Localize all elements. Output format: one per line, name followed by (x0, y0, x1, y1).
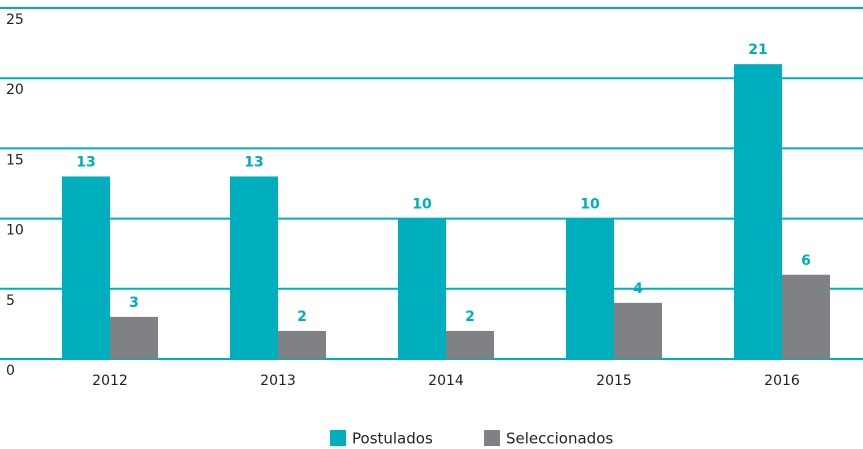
value-label: 21 (748, 42, 767, 58)
legend-label: Seleccionados (506, 430, 613, 448)
bar (278, 330, 326, 359)
bar (566, 218, 614, 359)
y-tick-label: 15 (6, 152, 24, 168)
x-tick-label: 2015 (596, 373, 632, 389)
bar (614, 302, 662, 359)
x-tick-label: 2013 (260, 373, 296, 389)
value-label: 6 (801, 253, 811, 269)
bar (782, 274, 830, 359)
y-tick-label: 10 (6, 223, 24, 239)
bar (110, 316, 158, 359)
y-tick-label: 20 (6, 82, 24, 98)
value-label: 13 (244, 154, 263, 170)
y-tick-label: 5 (6, 293, 15, 309)
value-label: 4 (633, 281, 643, 297)
x-tick-label: 2012 (92, 373, 128, 389)
value-label: 2 (465, 309, 475, 325)
x-tick-label: 2016 (764, 373, 800, 389)
bar (446, 330, 494, 359)
legend-label: Postulados (352, 430, 433, 448)
value-label: 13 (76, 154, 95, 170)
bar (734, 64, 782, 359)
bar (398, 218, 446, 359)
legend-swatch (484, 430, 500, 446)
value-label: 3 (129, 295, 139, 311)
y-tick-label: 25 (6, 12, 24, 28)
value-label: 10 (580, 197, 600, 213)
y-tick-label: 0 (6, 363, 15, 379)
bar (230, 176, 278, 359)
legend-swatch (330, 430, 346, 446)
value-label: 10 (412, 197, 432, 213)
value-label: 2 (297, 309, 307, 325)
x-tick-label: 2014 (428, 373, 464, 389)
bar (62, 176, 110, 359)
